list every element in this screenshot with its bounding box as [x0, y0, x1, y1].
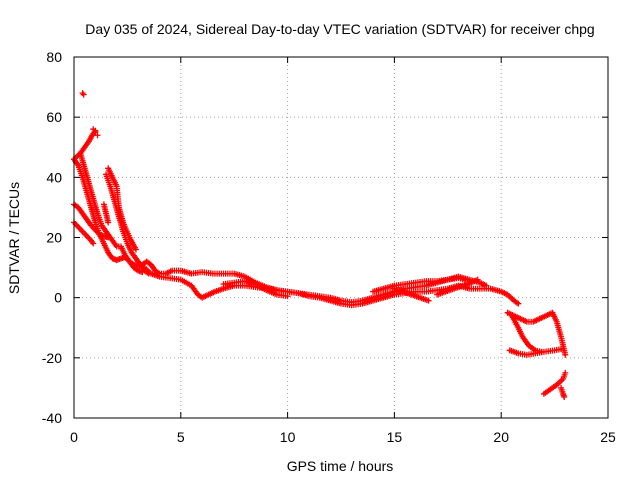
- data-point: [284, 293, 291, 300]
- data-point: [562, 369, 569, 376]
- y-tick-label: 20: [46, 230, 62, 246]
- x-tick-label: 15: [387, 429, 403, 445]
- data-point: [105, 234, 112, 241]
- axis-ticks: 0 5 10 15 20 25 -40 -20 0 20 40 60 80: [42, 49, 616, 445]
- series-track-l: [391, 285, 432, 304]
- series-track-a: [71, 127, 99, 163]
- series-track-n: [504, 309, 569, 358]
- data-point: [90, 126, 97, 133]
- series-track-e: [71, 219, 97, 247]
- y-tick-label: -20: [42, 350, 62, 366]
- data-point: [560, 345, 567, 352]
- series-track-k: [370, 275, 468, 295]
- data-marks: [71, 90, 569, 400]
- isolated-points: [79, 90, 101, 139]
- data-point: [474, 276, 481, 283]
- x-tick-label: 10: [280, 429, 296, 445]
- data-point: [80, 91, 87, 98]
- series-track-m: [434, 276, 481, 298]
- series-track-h: [105, 165, 139, 253]
- series-track-p: [508, 312, 545, 355]
- x-tick-label: 0: [70, 429, 78, 445]
- y-axis-label: SDTVAR / TECUs: [6, 182, 22, 294]
- data-point: [515, 300, 522, 307]
- y-tick-label: 0: [54, 290, 62, 306]
- series-track-q: [540, 369, 569, 397]
- grid-lines: [74, 57, 608, 418]
- data-point: [561, 393, 568, 400]
- data-point: [562, 351, 569, 358]
- data-point: [90, 240, 97, 247]
- data-point: [105, 219, 112, 226]
- series-track-j: [220, 278, 291, 300]
- series-track-d: [71, 201, 112, 241]
- y-tick-label: 40: [46, 169, 62, 185]
- data-point: [132, 246, 139, 253]
- series-track-o: [506, 345, 567, 358]
- x-tick-label: 5: [177, 429, 185, 445]
- x-tick-label: 20: [493, 429, 509, 445]
- data-point: [425, 297, 432, 304]
- data-point: [461, 276, 468, 283]
- data-point: [92, 129, 99, 136]
- series-track-r: [558, 384, 568, 400]
- x-tick-label: 25: [600, 429, 616, 445]
- y-tick-label: 80: [46, 49, 62, 65]
- y-tick-label: 60: [46, 109, 62, 125]
- x-axis-label: GPS time / hours: [287, 458, 394, 474]
- y-tick-label: -40: [42, 410, 62, 426]
- chart-title: Day 035 of 2024, Sidereal Day-to-day VTE…: [85, 21, 594, 37]
- series-track-c: [77, 150, 490, 306]
- data-point: [94, 132, 101, 139]
- series-track-f: [100, 201, 112, 226]
- data-point: [538, 348, 545, 355]
